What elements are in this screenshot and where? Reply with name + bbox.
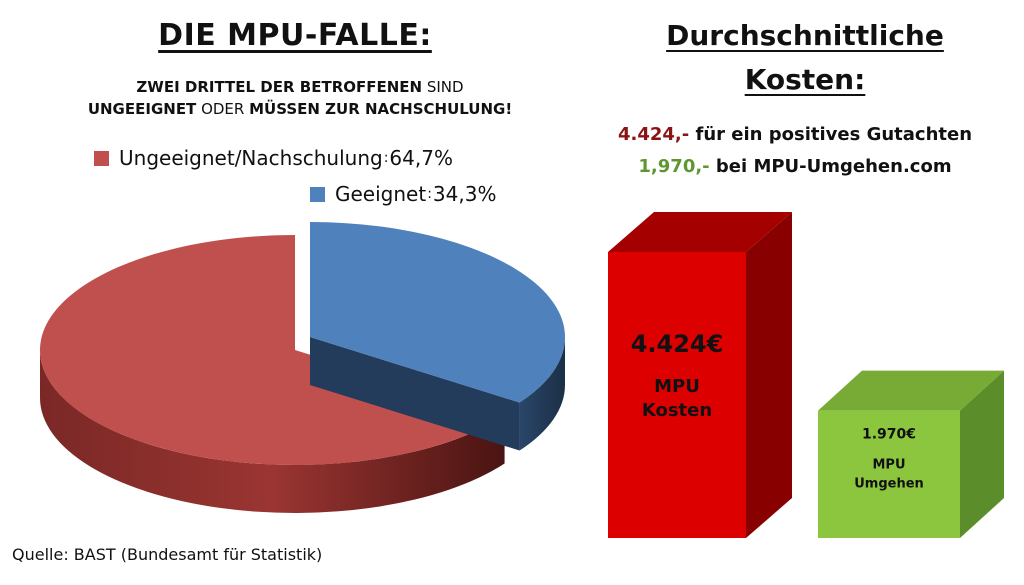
bar-value-label: 4.424€ xyxy=(631,330,724,358)
legend-separator: : xyxy=(427,186,432,202)
subtitle-part: MÜSSEN ZUR NACHSCHULUNG! xyxy=(249,100,513,118)
pie-chart-subtitle: ZWEI DRITTEL DER BETROFFENEN SIND UNGEEI… xyxy=(15,76,585,120)
cost-value: 4.424,- xyxy=(617,124,690,145)
legend-label: Ungeeignet/Nachschulung xyxy=(119,146,383,170)
source-note: Quelle: BAST (Bundesamt für Statistik) xyxy=(12,545,323,564)
bar-top xyxy=(608,212,792,252)
bar-category-label: Kosten xyxy=(642,400,712,421)
legend-entry-geeignet: Geeignet:34,3% xyxy=(310,182,496,206)
legend-value: 64,7% xyxy=(389,146,453,170)
bar-title-line: Kosten: xyxy=(744,63,866,96)
bar-side xyxy=(960,370,1004,538)
bar-value-label: 1.970€ xyxy=(862,427,916,443)
bar-title-line: Durchschnittliche xyxy=(666,19,944,52)
legend-separator: : xyxy=(383,150,389,166)
legend-entry-ungeeignet: Ungeeignet/Nachschulung:64,7% xyxy=(94,146,453,170)
pie-side-geeignet xyxy=(519,337,565,451)
bar xyxy=(818,410,960,538)
bar-category-label: Umgehen xyxy=(854,477,924,492)
legend-swatch xyxy=(310,186,325,202)
bar-category-label: MPU xyxy=(872,458,905,473)
cost-text: bei MPU-Umgehen.com xyxy=(709,156,952,177)
bar-side xyxy=(746,212,792,538)
legend-swatch xyxy=(94,150,109,166)
subtitle-part: SIND xyxy=(422,78,464,96)
legend-value: 34,3% xyxy=(432,182,497,206)
cost-value: 1,970,- xyxy=(638,156,710,177)
bar-top xyxy=(818,370,1004,411)
pie-side-geeignet-cut xyxy=(310,337,520,451)
bar xyxy=(608,252,746,538)
pie-side-ungeeignet xyxy=(40,350,505,513)
legend-label: Geeignet xyxy=(335,182,427,206)
bar-chart-title: Durchschnittliche Kosten: xyxy=(630,14,980,102)
pie-slice-geeignet xyxy=(310,222,565,403)
pie-chart-title: DIE MPU-FALLE: xyxy=(158,18,432,53)
cost-line-positive: 4.424,- für ein positives Gutachten xyxy=(580,124,1010,145)
subtitle-part: ODER xyxy=(196,100,250,118)
subtitle-part: UNGEEIGNET xyxy=(87,100,197,118)
cost-line-umgehen: 1,970,- bei MPU-Umgehen.com xyxy=(580,156,1010,177)
bar-category-label: MPU xyxy=(654,376,700,397)
cost-text: für ein positives Gutachten xyxy=(689,124,973,145)
subtitle-part: ZWEI DRITTEL DER BETROFFENEN xyxy=(136,78,423,96)
